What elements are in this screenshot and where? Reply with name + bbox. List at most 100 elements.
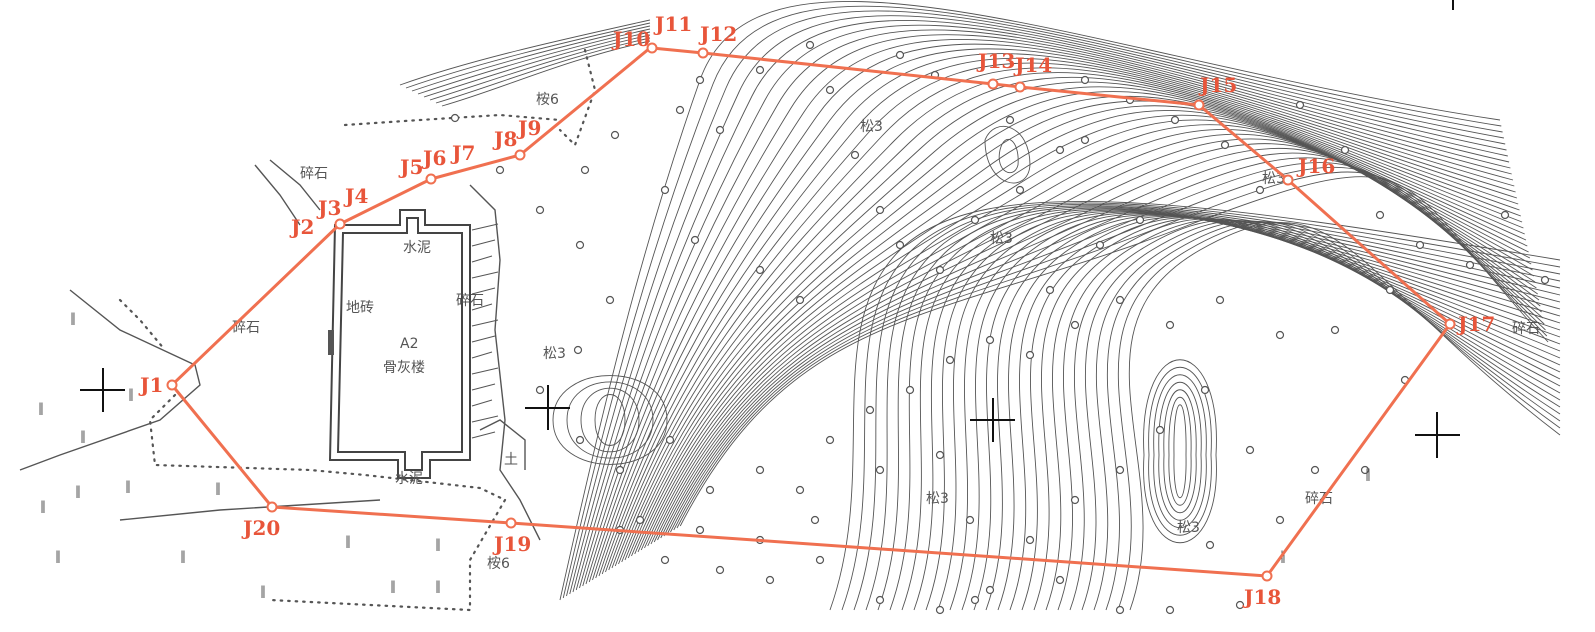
tree-symbol bbox=[635, 515, 645, 525]
boundary-point-marker bbox=[514, 149, 526, 161]
tree-symbol bbox=[1215, 295, 1225, 305]
contour-line bbox=[657, 143, 1540, 541]
contour-line bbox=[961, 213, 1561, 611]
tree-symbol bbox=[1275, 330, 1285, 340]
tree-symbol bbox=[1155, 425, 1165, 435]
contour-line bbox=[582, 34, 1510, 587]
tree-symbol bbox=[1055, 145, 1065, 155]
contour-line bbox=[601, 62, 1518, 575]
boundary-point-marker bbox=[646, 42, 658, 54]
tree-symbol bbox=[765, 575, 775, 585]
boundary-point-label: J2 bbox=[289, 215, 314, 239]
contour-line bbox=[653, 138, 1538, 543]
label-pine: 松3 bbox=[543, 346, 566, 362]
contour-line bbox=[937, 211, 1561, 611]
contour-line bbox=[411, 25, 651, 92]
contour-line bbox=[973, 214, 1561, 611]
label-building-name: 骨灰楼 bbox=[383, 360, 425, 376]
contour-line bbox=[949, 212, 1561, 611]
tree-symbol bbox=[660, 555, 670, 565]
survey-dotted-lines bbox=[118, 48, 597, 612]
tree-symbol bbox=[755, 65, 765, 75]
contour-line bbox=[1168, 396, 1192, 506]
tree-symbol bbox=[865, 405, 875, 415]
tree-symbol bbox=[690, 235, 700, 245]
slope-hatch-line bbox=[471, 239, 496, 247]
contour-line bbox=[618, 86, 1524, 565]
building-a2 bbox=[328, 209, 471, 479]
tree-symbol bbox=[1165, 320, 1175, 330]
slope-hatch-line bbox=[471, 335, 496, 343]
survey-boundary bbox=[170, 46, 1452, 578]
tree-symbol bbox=[1015, 185, 1025, 195]
label-pine: 松3 bbox=[926, 491, 949, 507]
label-pine: 松3 bbox=[860, 119, 883, 135]
contour-line bbox=[399, 19, 651, 86]
tree-symbol bbox=[573, 345, 583, 355]
contour-line bbox=[580, 387, 640, 453]
contour-line bbox=[572, 19, 1506, 593]
contour-line bbox=[998, 138, 1019, 174]
tree-symbol bbox=[795, 295, 805, 305]
tree-symbol bbox=[695, 75, 705, 85]
contour-line bbox=[594, 394, 626, 446]
tree-symbol bbox=[755, 265, 765, 275]
contour-line bbox=[566, 381, 654, 459]
contour-line bbox=[865, 205, 1561, 611]
contour-line bbox=[679, 176, 1549, 527]
tree-symbol bbox=[965, 515, 975, 525]
boundary-point-label: J3 bbox=[316, 196, 341, 220]
slope-hatching bbox=[471, 223, 499, 439]
tree-symbol bbox=[875, 465, 885, 475]
tree-symbol bbox=[1170, 115, 1180, 125]
boundary-point-label: J20 bbox=[241, 516, 280, 540]
tree-symbol bbox=[935, 605, 945, 615]
contour-line bbox=[552, 375, 668, 465]
tree-symbol bbox=[945, 355, 955, 365]
tree-symbol bbox=[1115, 295, 1125, 305]
grass-mark: ‖ bbox=[70, 311, 76, 325]
tree-symbol bbox=[815, 555, 825, 565]
slope-hatch-line bbox=[471, 319, 499, 327]
contour-line bbox=[1163, 389, 1197, 514]
contour-line bbox=[676, 171, 1548, 529]
label-cement: 水泥 bbox=[395, 471, 423, 487]
tree-symbol bbox=[970, 215, 980, 225]
tree-symbol bbox=[575, 435, 585, 445]
grass-mark: ‖ bbox=[1365, 467, 1371, 481]
grass-mark: ‖ bbox=[390, 579, 396, 593]
boundary-point-label: J15 bbox=[1198, 73, 1237, 97]
boundary-point-marker bbox=[425, 173, 437, 185]
tree-symbol bbox=[970, 595, 980, 605]
contour-line bbox=[1117, 221, 1561, 611]
boundary-point-label: J14 bbox=[1013, 53, 1052, 77]
tree-symbol bbox=[1095, 240, 1105, 250]
contour-line bbox=[598, 57, 1516, 577]
label-building-code: A2 bbox=[400, 336, 418, 352]
tree-symbol bbox=[580, 165, 590, 175]
map-labels: 碎石 碎石 碎石 碎石 碎石 地砖 水泥 水泥 A2 骨灰楼 土 松3 松3 松… bbox=[232, 92, 1540, 572]
tree-symbol bbox=[605, 295, 615, 305]
label-pine: 松3 bbox=[1262, 171, 1285, 187]
boundary-point-label: J7 bbox=[450, 141, 475, 165]
tree-symbol bbox=[1220, 140, 1230, 150]
tree-symbol bbox=[1025, 350, 1035, 360]
contour-line bbox=[1158, 381, 1202, 521]
tree-symbol bbox=[755, 465, 765, 475]
tree-symbol bbox=[1070, 320, 1080, 330]
contour-line bbox=[1143, 359, 1217, 544]
boundary-point-label: J16 bbox=[1296, 154, 1335, 178]
contour-line bbox=[841, 202, 1561, 611]
tree-symbol bbox=[1115, 605, 1125, 615]
contour-line bbox=[1093, 220, 1561, 611]
grass-mark: ‖ bbox=[38, 401, 44, 415]
grass-mark: ‖ bbox=[345, 534, 351, 548]
tree-symbol bbox=[695, 525, 705, 535]
boundary-polygon bbox=[170, 46, 1452, 578]
contour-line bbox=[441, 40, 651, 107]
tree-symbol bbox=[1540, 275, 1550, 285]
boundary-point-label: J9 bbox=[516, 116, 541, 140]
contour-line bbox=[673, 166, 1546, 531]
tree-symbol bbox=[985, 335, 995, 345]
tree-symbol bbox=[1005, 115, 1015, 125]
